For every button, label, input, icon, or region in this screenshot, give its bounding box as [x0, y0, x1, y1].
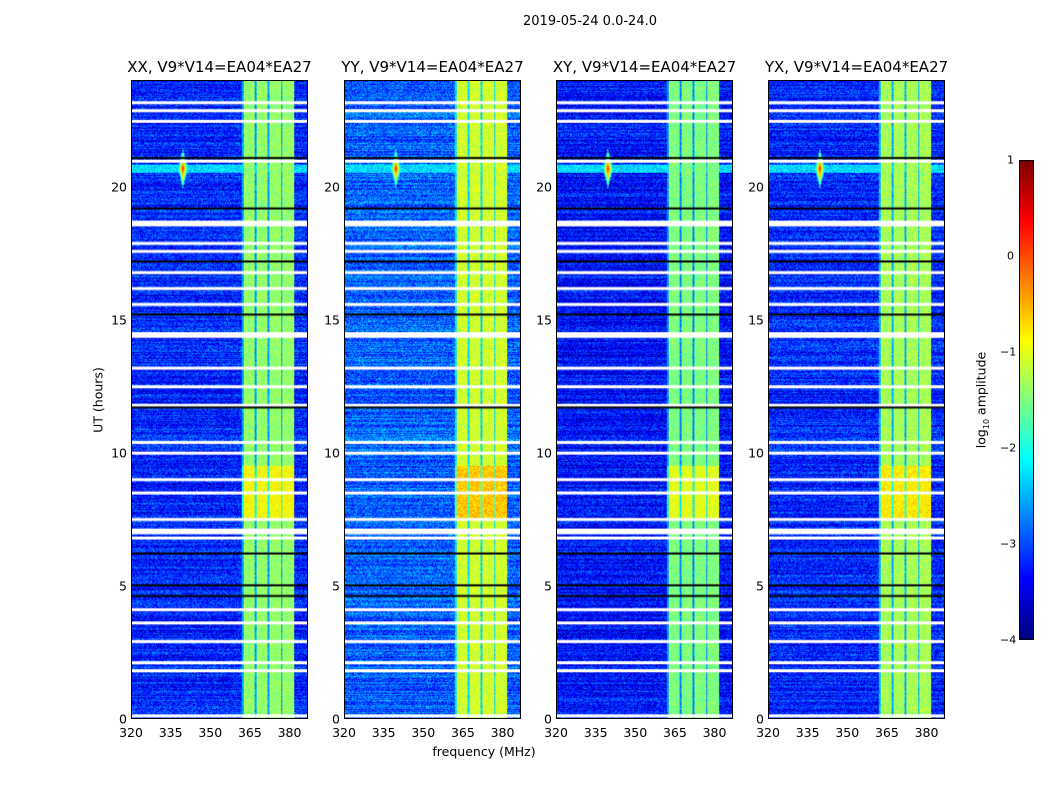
- x-tick-label: 350: [198, 725, 223, 740]
- y-tick-label: 0: [119, 711, 127, 727]
- panel-title: YX, V9*V14=EA04*EA27: [764, 58, 949, 76]
- heatmap-panel-xx: XX, V9*V14=EA04*EA27 320 335 350 365 380 0 5 10 1…: [111, 58, 312, 740]
- x-tick-label: 335: [158, 725, 183, 740]
- x-tick-label: 335: [371, 725, 396, 740]
- x-tick-label: 320: [544, 725, 568, 740]
- x-tick-label: 365: [237, 725, 262, 740]
- y-tick-label: 10: [111, 445, 127, 461]
- panel-title: XY, V9*V14=EA04*EA27: [552, 58, 737, 76]
- y-tick-label: 0: [756, 711, 764, 727]
- colorbar: [1019, 160, 1034, 640]
- colorbar-tick-label: −4: [1000, 633, 1017, 647]
- y-tick-label: 20: [324, 179, 340, 194]
- y-axis-label: UT (hours): [90, 367, 106, 433]
- y-tick-label: 15: [748, 312, 764, 328]
- x-tick-label: 335: [795, 725, 820, 740]
- y-tick-label: 15: [324, 312, 340, 328]
- x-tick-label: 320: [332, 725, 356, 740]
- y-tick-label: 0: [332, 711, 340, 727]
- colorbar-tick-label: 0: [1007, 249, 1014, 263]
- x-axis-label: frequency (MHz): [432, 744, 536, 759]
- y-tick-label: 10: [748, 445, 764, 461]
- y-tick-label: 20: [748, 179, 764, 194]
- y-tick-label: 10: [536, 445, 552, 461]
- heatmap-panel-yy: YY, V9*V14=EA04*EA27 320 335 350 365 380 0 5 10 1…: [324, 58, 524, 740]
- heatmap-canvas: [768, 80, 945, 719]
- colorbar-label: log10 amplitude: [973, 351, 991, 449]
- x-tick-label: 380: [490, 725, 515, 740]
- x-tick-label: 380: [914, 725, 939, 740]
- heatmap-canvas: [131, 80, 308, 719]
- y-tick-label: 5: [332, 578, 340, 594]
- figure-title: 2019-05-24 0.0-24.0: [523, 14, 657, 29]
- panel-title: YY, V9*V14=EA04*EA27: [341, 58, 524, 76]
- y-tick-label: 10: [324, 445, 340, 461]
- colorbar-tick-label: 1: [1007, 153, 1014, 167]
- y-tick-label: 20: [536, 179, 552, 194]
- colorbar-tick-label: −3: [1000, 537, 1017, 551]
- x-tick-label: 365: [450, 725, 475, 740]
- colorbar-tick-label: −1: [1000, 345, 1017, 359]
- x-tick-label: 350: [411, 725, 436, 740]
- heatmap-canvas: [556, 80, 733, 719]
- panel-title: XX, V9*V14=EA04*EA27: [127, 58, 312, 76]
- y-tick-label: 20: [111, 179, 127, 194]
- y-tick-label: 5: [756, 578, 764, 594]
- heatmap-panel-yx: YX, V9*V14=EA04*EA27 320 335 350 365 380 0 5 10 1…: [748, 58, 948, 740]
- x-tick-label: 380: [277, 725, 302, 740]
- x-tick-label: 320: [119, 725, 143, 740]
- x-tick-label: 335: [583, 725, 608, 740]
- y-tick-label: 5: [119, 578, 127, 594]
- x-tick-label: 365: [662, 725, 687, 740]
- y-tick-label: 0: [544, 711, 552, 727]
- colorbar-tick-label: −2: [1000, 441, 1017, 455]
- y-tick-label: 5: [544, 578, 552, 594]
- x-tick-label: 350: [835, 725, 860, 740]
- y-tick-label: 15: [536, 312, 552, 328]
- y-tick-label: 15: [111, 312, 127, 328]
- heatmap-canvas: [344, 80, 521, 719]
- x-tick-label: 365: [874, 725, 899, 740]
- x-tick-label: 350: [623, 725, 648, 740]
- heatmap-panel-xy: XY, V9*V14=EA04*EA27 320 335 350 365 380 0 5 10 1…: [536, 58, 736, 740]
- x-tick-label: 380: [702, 725, 727, 740]
- x-tick-label: 320: [756, 725, 780, 740]
